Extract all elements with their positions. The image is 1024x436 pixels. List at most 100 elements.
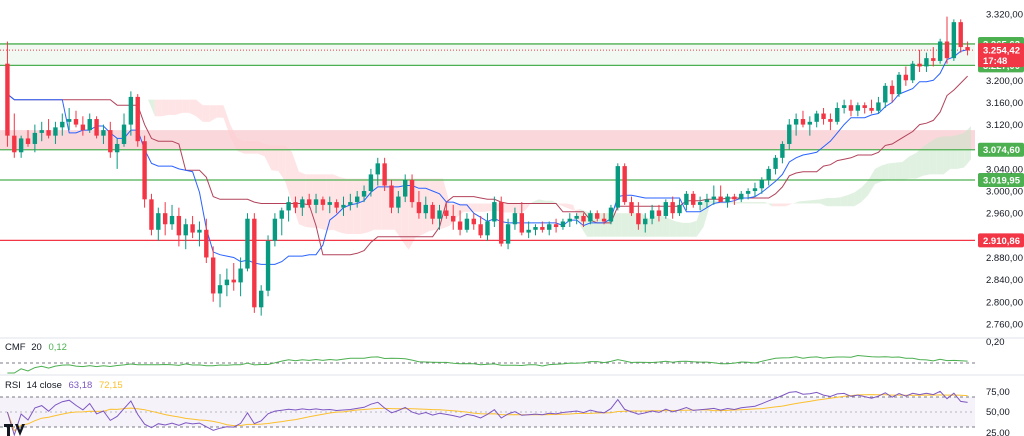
cloud-segment xyxy=(257,141,265,157)
candle-body xyxy=(862,105,867,108)
candle-body xyxy=(94,119,99,136)
candle-body xyxy=(547,224,552,230)
candle-body xyxy=(848,105,854,111)
candle-body xyxy=(835,107,840,122)
candle-body xyxy=(807,121,813,125)
candle-body xyxy=(348,202,353,205)
price-level-tag xyxy=(978,142,1024,157)
cloud-segment xyxy=(93,94,101,100)
cloud-segment xyxy=(868,168,875,196)
candle-body xyxy=(553,224,559,228)
cmf-line xyxy=(7,354,968,374)
tradingview-logo-icon xyxy=(4,424,25,436)
cmf-axis-label: 0,20 xyxy=(986,337,1005,348)
price-tick-label: 3.160,00 xyxy=(986,98,1023,109)
cloud-segment xyxy=(806,200,814,204)
cloud-segment xyxy=(895,161,903,180)
cloud-segment xyxy=(682,222,690,237)
candle-body xyxy=(341,204,346,208)
candle-body xyxy=(361,191,367,197)
candle-body xyxy=(204,229,209,258)
cloud-segment xyxy=(223,105,231,138)
candle-body xyxy=(917,63,922,67)
candle-body xyxy=(711,196,717,200)
price-axis[interactable]: 3.265,633.227,003.074,603.019,952.910,86… xyxy=(978,9,1024,330)
candle-body xyxy=(752,188,758,192)
candle-body xyxy=(910,63,915,81)
candle-body xyxy=(368,174,374,192)
cloud-segment xyxy=(230,124,238,151)
candle-body xyxy=(478,224,483,236)
cloud-segment xyxy=(874,165,882,185)
cmf-panel[interactable] xyxy=(0,354,975,374)
candle-body xyxy=(355,196,360,203)
candle-body xyxy=(615,166,620,208)
cloud-segment xyxy=(943,136,951,175)
candle-body xyxy=(601,218,607,222)
cloud-segment xyxy=(778,203,786,207)
candle-body xyxy=(444,210,449,216)
cloud-segment xyxy=(161,99,169,117)
cloud-segment xyxy=(477,203,485,212)
candle-body xyxy=(732,196,737,200)
candle-body xyxy=(162,213,168,225)
candle-body xyxy=(492,202,497,222)
support-band xyxy=(0,43,975,66)
cloud-segment xyxy=(628,213,635,237)
candle-body xyxy=(121,124,127,144)
candle-body xyxy=(608,207,614,222)
cloud-segment xyxy=(744,202,752,204)
candle-body xyxy=(238,268,243,283)
cloud-segment xyxy=(285,145,293,203)
cloud-segment xyxy=(676,221,683,237)
candle-body xyxy=(306,199,312,205)
candle-body xyxy=(183,224,188,236)
candle-body xyxy=(704,199,710,203)
cloud-segment xyxy=(662,215,670,237)
candle-body xyxy=(787,124,792,144)
cloud-segment xyxy=(271,145,279,171)
candle-body xyxy=(80,124,86,131)
candle-body xyxy=(471,218,476,225)
candle-body xyxy=(841,105,847,108)
candle-body xyxy=(403,179,408,197)
candle-body xyxy=(101,130,106,136)
candle-body xyxy=(258,290,264,308)
cloud-segment xyxy=(244,141,251,154)
last-price-tag xyxy=(978,43,1024,68)
candle-body xyxy=(691,193,696,205)
candle-body xyxy=(677,204,682,214)
candle-body xyxy=(574,215,579,219)
price-tick-label: 3.120,00 xyxy=(986,120,1023,131)
candle-body xyxy=(25,138,31,144)
rsi-panel[interactable] xyxy=(0,390,975,436)
cloud-segment xyxy=(847,192,855,207)
candle-body xyxy=(526,229,531,233)
cloud-segment xyxy=(813,199,821,204)
candle-body xyxy=(958,22,963,48)
cloud-segment xyxy=(538,199,546,204)
cloud-segment xyxy=(559,203,567,208)
price-level-label: 3.074,60 xyxy=(983,145,1020,156)
cloud-segment xyxy=(196,99,203,122)
candle-body xyxy=(169,215,175,225)
price-tick-label: 3.200,00 xyxy=(986,76,1023,87)
last-price-label: 3.254,42 xyxy=(983,46,1020,57)
price-tick-label: 3.000,00 xyxy=(986,187,1023,198)
candle-body xyxy=(224,279,230,286)
rsi-axis-label-25: 25,00 xyxy=(986,428,1010,436)
candle-body xyxy=(53,127,58,136)
candle-body xyxy=(745,191,751,194)
candle-body xyxy=(423,204,428,214)
candle-body xyxy=(451,215,456,222)
cloud-segment xyxy=(922,141,930,176)
candle-body xyxy=(457,221,463,230)
rsi-axis-label-75: 75,00 xyxy=(986,387,1010,398)
cloud-segment xyxy=(648,215,656,237)
candle-body xyxy=(581,215,586,222)
cloud-segment xyxy=(278,145,286,182)
cloud-segment xyxy=(765,202,773,207)
cloud-segment xyxy=(772,203,779,207)
